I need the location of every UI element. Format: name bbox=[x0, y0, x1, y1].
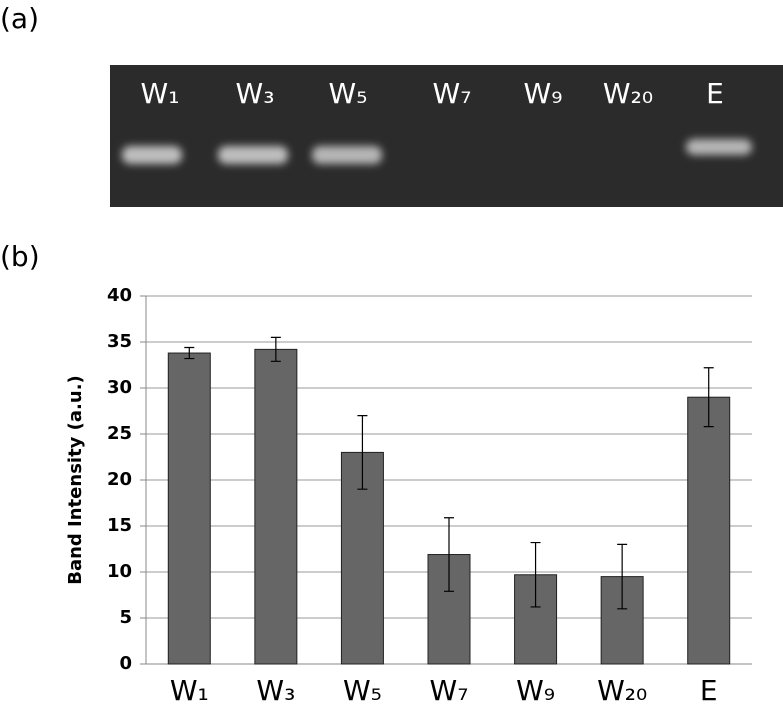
y-tick-label: 15 bbox=[107, 515, 132, 536]
y-tick-label: 30 bbox=[107, 377, 132, 398]
y-tick-label: 10 bbox=[107, 561, 132, 582]
error-bar bbox=[357, 415, 368, 490]
error-bar bbox=[270, 336, 281, 362]
panel-label: (a) bbox=[0, 2, 39, 35]
error-bar bbox=[703, 367, 714, 428]
x-tick-label: W₂₀ bbox=[597, 674, 647, 707]
x-tick-label: E bbox=[700, 674, 718, 707]
gel-lane-label: W₅ bbox=[329, 77, 368, 110]
x-tick-label: W₁ bbox=[170, 674, 209, 707]
gel-lane-label: W₉ bbox=[524, 77, 563, 110]
error-bar bbox=[184, 346, 195, 360]
gel-band bbox=[312, 146, 382, 164]
y-tick-label: 25 bbox=[107, 423, 132, 444]
gel-lane-label: W₇ bbox=[433, 77, 472, 110]
gel-lane-label: W₃ bbox=[236, 77, 275, 110]
bar bbox=[687, 396, 731, 665]
y-tick-label: 0 bbox=[119, 653, 132, 674]
error-bar bbox=[444, 517, 454, 592]
y-tick-label: 35 bbox=[107, 331, 132, 352]
x-tick-label: W₃ bbox=[256, 674, 295, 707]
gel-image bbox=[110, 65, 783, 207]
bar bbox=[167, 352, 211, 665]
gel-bands bbox=[122, 139, 752, 164]
gel-band bbox=[218, 146, 288, 164]
panel-label: (b) bbox=[0, 240, 40, 273]
gel-band bbox=[686, 139, 752, 155]
gel-lane-label: W₁ bbox=[141, 77, 180, 110]
error-bar bbox=[617, 543, 628, 610]
error-bar bbox=[530, 541, 541, 608]
gel-band bbox=[122, 146, 182, 164]
x-tick-label: W₇ bbox=[430, 674, 469, 707]
gel-lane-label: W₂₀ bbox=[603, 77, 653, 110]
y-tick-label: 5 bbox=[119, 607, 132, 628]
bar bbox=[254, 348, 298, 665]
gel-lane-label: E bbox=[706, 77, 724, 110]
y-tick-label: 40 bbox=[107, 285, 132, 306]
x-tick-label: W₅ bbox=[343, 674, 382, 707]
x-tick-label: W₉ bbox=[516, 674, 555, 707]
y-tick-label: 20 bbox=[107, 469, 132, 490]
y-axis-label: Band Intensity (a.u.) bbox=[65, 375, 86, 585]
